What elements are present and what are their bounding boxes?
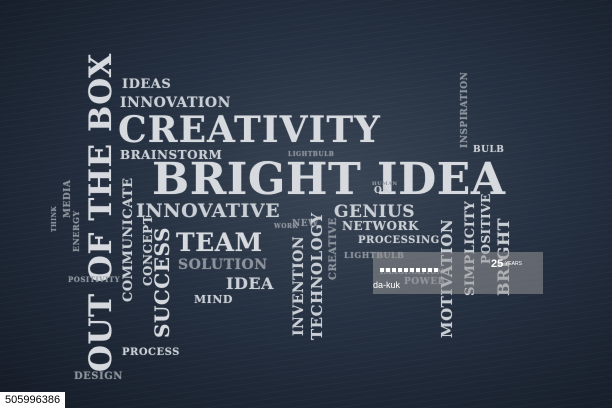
word-creative: CREATIVE — [328, 217, 339, 280]
watermark-years-label: YEARS — [505, 261, 522, 267]
word-innovation: INNOVATION — [120, 95, 231, 111]
word-idea: IDEA — [226, 274, 274, 293]
word-think: THINK — [51, 205, 58, 232]
word-success: SUCCESS — [150, 227, 174, 338]
word-bright-idea: BRIGHT IDEA — [152, 154, 506, 205]
word-mind: MIND — [194, 293, 233, 306]
word-work: WORK — [274, 223, 299, 230]
word-processing: PROCESSING — [358, 235, 440, 246]
stock-watermark: da-kuk 25 YEARS — [373, 252, 543, 294]
word-solution: SOLUTION — [178, 257, 268, 273]
watermark-author: da-kuk — [373, 280, 401, 290]
watermark-logo-icon — [379, 258, 459, 274]
word-out-of-the-box: OUT OF THE BOX — [83, 53, 119, 372]
word-process: PROCESS — [122, 347, 180, 358]
word-human: HUMAN — [372, 181, 398, 187]
word-ok: OK — [374, 186, 391, 196]
word-technology: TECHNOLOGY — [308, 212, 326, 340]
word-lightbulb-top: LIGHTBULB — [288, 151, 335, 158]
word-brainstorm: BRAINSTORM — [120, 148, 223, 162]
word-innovative: INNOVATIVE — [136, 200, 281, 222]
word-positivity: POSITIVITY — [68, 275, 121, 284]
word-new: NEW — [292, 219, 319, 229]
word-communicate: COMMUNICATE — [121, 177, 136, 302]
word-genius: GENIUS — [334, 202, 416, 222]
word-ideas: IDEAS — [122, 77, 172, 92]
word-inspiration: INSPIRATION — [460, 71, 470, 148]
word-bulb: BULB — [473, 145, 505, 155]
watermark-years-number: 25 — [491, 258, 504, 270]
word-creativity: CREATIVITY — [118, 109, 381, 151]
word-invention: INVENTION — [291, 235, 307, 336]
stock-image-id: 505996386 — [0, 392, 66, 408]
word-energy: ENERGY — [71, 210, 81, 252]
word-team: TEAM — [176, 228, 263, 257]
word-design: DESIGN — [74, 371, 123, 382]
word-network: NETWORK — [342, 219, 419, 233]
